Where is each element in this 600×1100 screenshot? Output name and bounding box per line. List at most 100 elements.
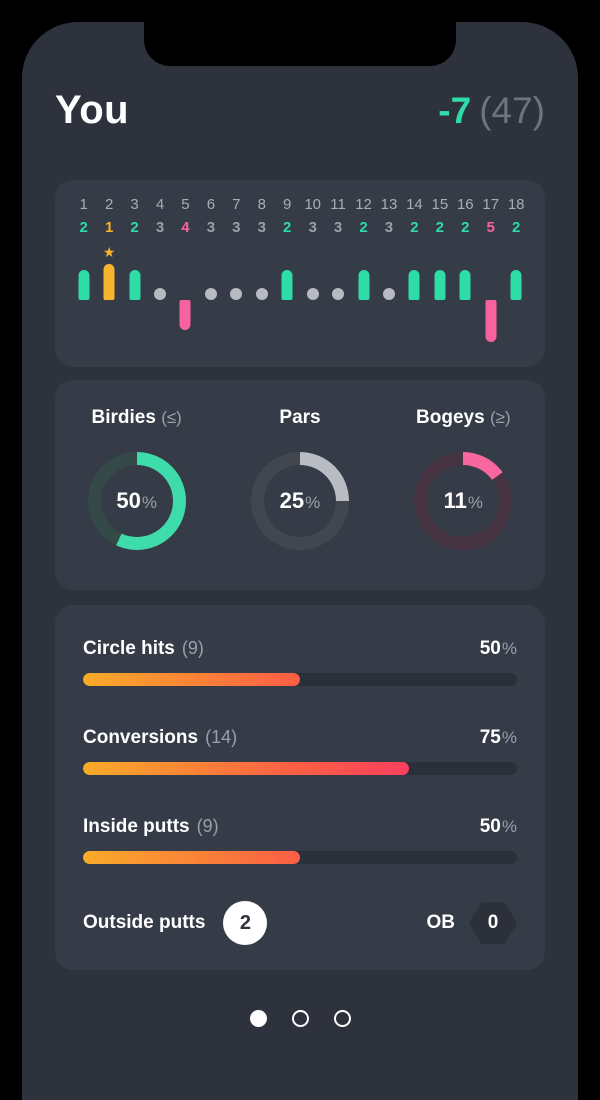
hole-result-zone: ★	[300, 244, 325, 344]
hole-score: 2	[511, 219, 521, 236]
donut-value: 25%	[279, 488, 321, 513]
progress-track	[83, 762, 517, 775]
outside-putts-value: 2	[239, 911, 252, 934]
page-dot[interactable]	[291, 1010, 309, 1027]
hole-number: 7	[232, 196, 241, 213]
hole-score: 2	[283, 219, 292, 236]
hole-column: 16 2 ★	[453, 194, 478, 344]
stat-label: Inside putts	[83, 816, 190, 837]
hole-score: 2	[79, 219, 88, 236]
header: You -7 (47)	[55, 88, 545, 133]
hole-number: 9	[283, 196, 292, 213]
stat-value: 75%	[479, 727, 517, 748]
progress-fill	[83, 851, 300, 864]
ob-badge: 0	[469, 902, 517, 944]
stat-label: Circle hits	[83, 638, 175, 659]
hole-result-zone: ★	[173, 244, 198, 344]
progress-fill	[83, 762, 409, 775]
outside-putts-label: Outside putts	[83, 912, 206, 933]
score-breakdown-card: Birdies (≤) 50% Pars 25% Bogeys (≥) 11%	[55, 380, 545, 590]
stat-value: 50%	[479, 816, 517, 837]
hole-result-zone: ★	[478, 244, 503, 344]
hole-number: 3	[130, 196, 139, 213]
hole-score: 2	[461, 219, 470, 236]
hole-result-bar	[408, 270, 420, 300]
hole-result-zone: ★	[96, 244, 121, 344]
hole-column: 4 3 ★	[147, 194, 172, 344]
page-dot[interactable]	[333, 1010, 351, 1027]
hole-number: 14	[406, 196, 423, 213]
hole-score: 2	[359, 219, 368, 236]
hole-column: 13 3 ★	[376, 194, 401, 344]
hole-result-zone: ★	[503, 244, 528, 344]
hole-result-bar	[129, 270, 141, 300]
hole-column: 11 3 ★	[325, 194, 350, 344]
hole-result-bar	[179, 300, 191, 330]
hole-score: 3	[257, 219, 266, 236]
hole-columns: 1 2 ★ 2 1 ★ 3 2 ★ 4 3 ★ 5 4 ★	[71, 194, 529, 344]
hole-result-zone: ★	[275, 244, 300, 344]
hole-score: 2	[435, 219, 445, 236]
hole-number: 16	[456, 196, 474, 213]
hole-result-bar	[204, 288, 217, 300]
hole-column: 7 3 ★	[224, 194, 249, 344]
progress-stat-row: Inside putts (9) 50%	[83, 814, 517, 864]
hole-column: 14 2 ★	[402, 194, 427, 344]
hole-number: 5	[181, 196, 190, 213]
hole-score: 3	[384, 219, 394, 236]
score-to-par: -7	[438, 90, 472, 131]
hole-result-zone: ★	[453, 244, 478, 344]
stat-label: Conversions	[83, 727, 199, 748]
bottom-stats-row: Outside putts 2 OB 0	[83, 901, 517, 945]
hole-column: 2 1 ★	[96, 194, 121, 344]
hole-number: 18	[507, 196, 525, 213]
hole-number: 6	[206, 196, 216, 213]
hole-result-bar	[78, 270, 90, 300]
progress-track	[83, 851, 517, 864]
hole-score: 3	[155, 219, 165, 236]
donut-chart: 50%	[87, 452, 186, 550]
hole-score: 2	[130, 219, 139, 236]
hole-number: 17	[482, 196, 500, 213]
hole-number: 8	[257, 196, 266, 213]
hole-column: 17 5 ★	[478, 194, 503, 344]
donut-value: 50%	[116, 488, 157, 513]
hole-result-zone: ★	[427, 244, 452, 344]
progress-stats: Circle hits (9) 50% Conversions (14) 75%…	[83, 636, 517, 864]
hole-result-bar	[459, 270, 471, 300]
hole-result-bar	[382, 288, 395, 300]
hole-score: 3	[333, 219, 343, 236]
hole-column: 9 2 ★	[275, 194, 300, 344]
page-dot-active[interactable]	[249, 1010, 267, 1027]
hole-result-zone: ★	[351, 244, 376, 344]
hole-result-bar	[103, 264, 115, 300]
hole-column: 6 3 ★	[198, 194, 223, 344]
progress-fill	[83, 673, 300, 686]
hole-column: 5 4 ★	[173, 194, 198, 344]
hole-result-bar	[230, 288, 243, 300]
hole-number: 15	[431, 196, 449, 213]
hole-result-bar	[306, 288, 319, 300]
ace-star-icon: ★	[102, 244, 116, 260]
stat-count: (14)	[205, 727, 238, 747]
hole-number: 1	[79, 196, 88, 213]
hole-score: 3	[232, 219, 241, 236]
total-strokes: (47)	[479, 90, 545, 131]
donut-label: Birdies (≤)	[91, 407, 182, 428]
hole-result-bar	[255, 288, 268, 300]
donut-row: Birdies (≤) 50% Pars 25% Bogeys (≥) 11%	[55, 380, 545, 550]
donut-value: 11%	[443, 488, 483, 513]
donut-stat: Bogeys (≥) 11%	[382, 406, 545, 550]
progress-stat-row: Circle hits (9) 50%	[83, 636, 517, 686]
stat-value: 50%	[479, 638, 517, 659]
hole-score: 2	[410, 219, 419, 236]
ob-label: OB	[426, 912, 456, 933]
donut-chart: 25%	[250, 452, 349, 550]
donut-label: Pars	[279, 407, 321, 428]
hole-score: 3	[206, 219, 216, 236]
hole-result-bar	[154, 288, 167, 300]
hole-result-zone: ★	[71, 244, 96, 344]
app-screen: You -7(47) 1 2 ★ 2 1 ★ 3 2 ★ 4 3 ★	[22, 22, 578, 1100]
ob-value: 0	[487, 912, 499, 933]
